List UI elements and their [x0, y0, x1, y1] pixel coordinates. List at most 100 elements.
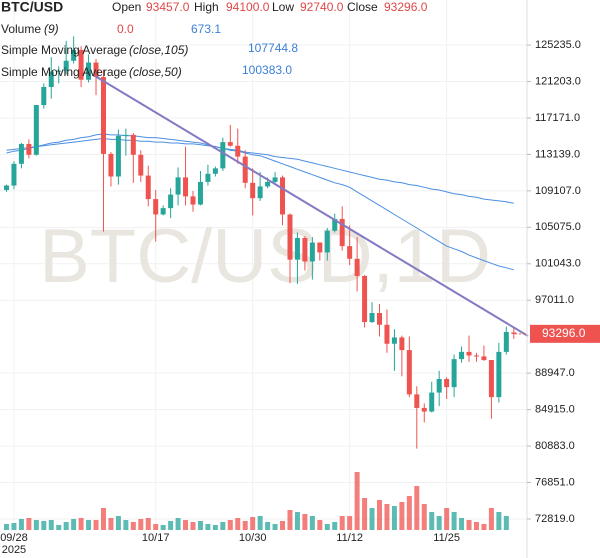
candle-body: [280, 177, 286, 215]
volume-bar: [250, 517, 256, 530]
volume-bar: [265, 522, 271, 530]
y-tick-label: 101043.0: [535, 258, 581, 270]
y-tick-label: 113139.0: [535, 148, 580, 160]
candle-body: [317, 242, 323, 253]
volume-bar: [339, 516, 345, 530]
candle-body: [145, 175, 151, 200]
y-tick-label: 76851.0: [535, 476, 575, 488]
candle-body: [100, 77, 106, 154]
candle-body: [190, 196, 196, 205]
volume-bar: [18, 519, 24, 530]
volume-bar: [220, 522, 226, 530]
candle-body: [130, 134, 136, 155]
y-tick-label: 97011.0: [535, 294, 574, 306]
candle-body: [287, 214, 293, 260]
legend-value: 93296.0: [384, 0, 428, 14]
candle-body: [377, 313, 382, 325]
legend-value: 0.0: [117, 22, 134, 36]
candle-body: [197, 181, 203, 205]
candle-body: [444, 379, 450, 388]
candle-body: [220, 142, 226, 169]
volume-bar: [362, 498, 368, 530]
volume-bar: [324, 524, 330, 530]
y-tick-label: 117171.0: [535, 112, 580, 124]
volume-bar: [473, 522, 479, 530]
x-tick-label: 10/30: [239, 532, 267, 544]
volume-bar: [153, 524, 159, 530]
legend-label: Volume: [1, 22, 41, 36]
candle-body: [160, 208, 166, 215]
candle-body: [362, 275, 368, 323]
legend-label: Simple Moving Average: [1, 43, 127, 57]
candle-body: [63, 60, 69, 71]
candle-body: [384, 324, 390, 344]
symbol: BTC/USD: [1, 0, 63, 15]
volume-bar: [399, 502, 405, 530]
volume-bar: [280, 521, 286, 530]
sma-line: [6, 137, 514, 204]
candle-body: [429, 392, 435, 412]
candle-body: [436, 379, 442, 393]
candle-body: [414, 394, 420, 408]
volume-bar: [481, 524, 487, 530]
volume-bar: [183, 520, 189, 530]
volume-bar: [369, 508, 375, 530]
sma-line: [6, 133, 514, 271]
candle-body: [503, 331, 509, 352]
candle-body: [138, 154, 144, 176]
candle-body: [451, 359, 457, 388]
candle-body: [48, 71, 54, 87]
volume-bar: [235, 518, 241, 530]
candle-body: [175, 177, 181, 195]
candle-body: [272, 177, 278, 182]
volume-bar: [384, 504, 390, 530]
legend-params: (9): [44, 22, 59, 36]
volume-bar: [444, 508, 450, 530]
volume-bar: [496, 512, 502, 530]
y-tick-label: 105075.0: [535, 221, 581, 233]
candle-body: [123, 134, 129, 136]
candle-body: [71, 49, 77, 61]
candle-body: [18, 143, 24, 164]
candle-body: [33, 105, 39, 155]
candle-body: [309, 242, 315, 262]
volume-bar: [56, 525, 62, 530]
candle-body: [26, 143, 32, 155]
volume-bar: [41, 521, 47, 530]
candle-body: [481, 356, 487, 361]
volume-bar: [71, 519, 77, 530]
candle-body: [78, 49, 84, 80]
candle-body: [11, 163, 17, 186]
candle-body: [406, 350, 412, 395]
volume-bar: [302, 514, 308, 530]
y-tick-label: 84915.0: [535, 404, 575, 416]
x-year-label: 2025: [2, 544, 26, 556]
legend-value: 107744.8: [248, 41, 298, 55]
volume-bar: [421, 504, 427, 530]
volume-bar: [63, 522, 69, 530]
volume-bar: [354, 472, 360, 530]
candle-body: [108, 153, 114, 177]
candle-body: [56, 70, 62, 72]
volume-bar: [257, 516, 263, 530]
volume-bar: [488, 508, 494, 530]
volume-bar: [227, 520, 233, 530]
legend-value: 100383.0: [242, 63, 292, 77]
candle-body: [227, 142, 233, 146]
volume-bar: [100, 508, 106, 530]
candle-body: [391, 337, 397, 344]
last-price-label: 93296.0: [542, 326, 586, 340]
trend-line: [94, 75, 529, 337]
y-tick-label: 109107.0: [535, 185, 581, 197]
volume-bar: [391, 506, 397, 530]
volume-bar: [11, 523, 17, 530]
candle-body: [421, 407, 427, 412]
volume-bar: [429, 512, 435, 530]
candle-body: [369, 313, 375, 323]
candle-body: [265, 181, 271, 187]
volume-bar: [123, 520, 129, 530]
volume-bar: [294, 512, 300, 530]
legend-label: Close: [347, 0, 378, 14]
